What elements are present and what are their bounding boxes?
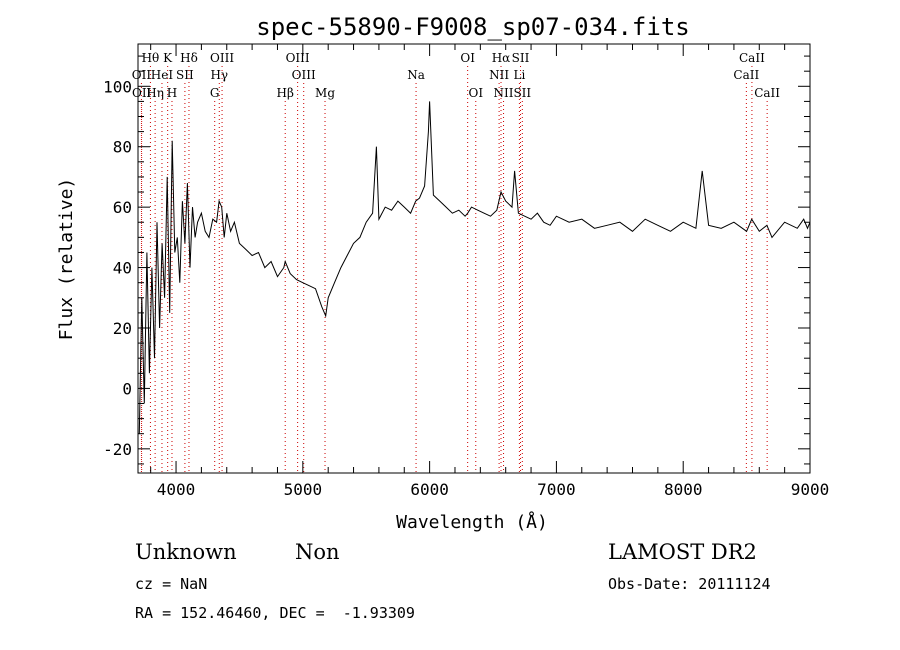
x-axis-label: Wavelength (Å) <box>396 511 548 533</box>
line-marker-label: Hη <box>146 86 164 100</box>
line-marker-label: Na <box>407 68 425 82</box>
coordinates: RA = 152.46460, DEC = -1.93309 <box>135 604 415 622</box>
y-tick-label: 0 <box>122 379 132 398</box>
line-marker-label: OII <box>132 86 152 100</box>
line-marker-label: Li <box>513 68 525 82</box>
x-tick-label: 9000 <box>791 480 830 499</box>
line-marker-label: NII <box>494 86 514 100</box>
x-tick-label: 8000 <box>664 480 703 499</box>
line-marker-label: Mg <box>315 86 335 100</box>
object-class: Unknown <box>135 540 237 564</box>
line-marker-label: CaII <box>733 68 759 82</box>
line-marker-label: OI <box>460 51 475 65</box>
line-marker-label: NII <box>489 68 509 82</box>
line-marker-label: OIII <box>286 51 310 65</box>
line-marker-label: SII <box>513 86 531 100</box>
line-marker-label: OIII <box>292 68 316 82</box>
y-tick-label: 60 <box>113 198 132 217</box>
x-tick-label: 5000 <box>284 480 323 499</box>
line-marker-label: OI <box>468 86 483 100</box>
line-marker-label: K <box>163 51 173 65</box>
line-marker-label: CaII <box>754 86 780 100</box>
y-tick-label: 40 <box>113 259 132 278</box>
line-marker-label: Hθ <box>142 51 160 65</box>
line-marker-label: HeI <box>151 68 174 82</box>
y-tick-label: 80 <box>113 138 132 157</box>
x-tick-label: 4000 <box>157 480 196 499</box>
plot-frame <box>137 43 811 474</box>
survey-name: LAMOST DR2 <box>608 540 757 564</box>
y-axis-label: Flux (relative) <box>56 178 77 341</box>
y-tick-label: -20 <box>103 440 132 459</box>
line-marker-label: Hα <box>492 51 511 65</box>
spectrum-line <box>138 101 811 434</box>
line-marker-label: CaII <box>739 51 765 65</box>
obs-date: Obs-Date: 20111124 <box>608 575 771 593</box>
line-marker-label: G <box>210 86 220 100</box>
x-tick-label: 6000 <box>410 480 449 499</box>
line-marker-label: OII <box>132 68 152 82</box>
line-marker-label: SII <box>176 68 194 82</box>
y-tick-label: 20 <box>113 319 132 338</box>
line-marker-label: Hδ <box>180 51 198 65</box>
y-tick-label: 100 <box>103 77 132 96</box>
line-marker-label: Hγ <box>210 68 228 82</box>
x-tick-label: 7000 <box>537 480 576 499</box>
object-subclass: Non <box>295 540 340 564</box>
line-marker-label: SII <box>512 51 530 65</box>
line-marker-label: OIII <box>210 51 234 65</box>
line-marker-label: Hβ <box>277 86 294 100</box>
line-marker-label: H <box>167 86 177 100</box>
redshift-text: cz = NaN <box>135 575 208 593</box>
chart-title: spec-55890-F9008_sp07-034.fits <box>256 13 689 41</box>
axis-ticks: 4000 5000 6000 7000 8000 9000 -20 0 20 40 60 80 100 <box>103 44 829 499</box>
